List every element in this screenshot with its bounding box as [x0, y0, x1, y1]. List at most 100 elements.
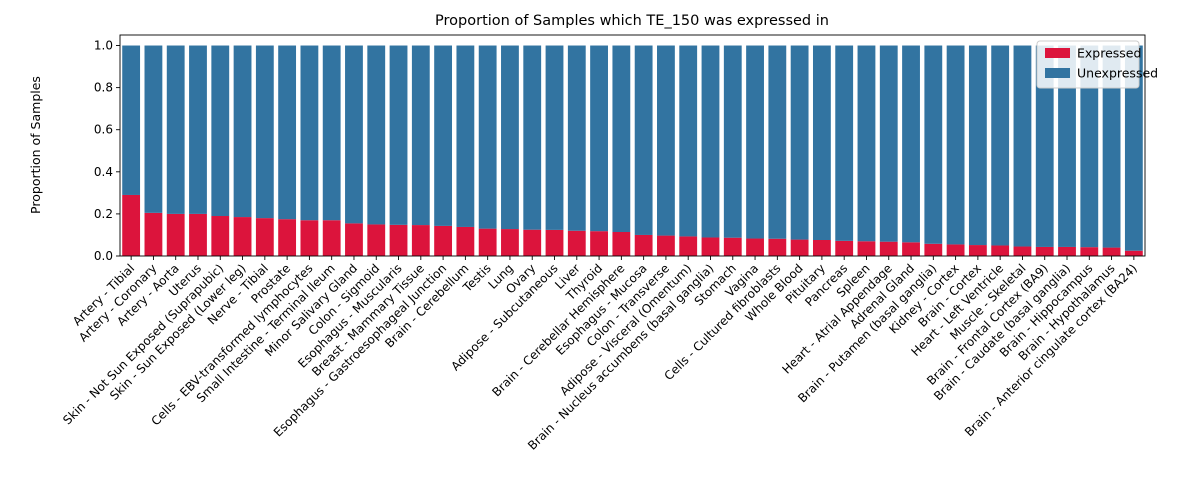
- bar-expressed-14: [434, 225, 453, 256]
- y-axis-label: Proportion of Samples: [28, 76, 43, 214]
- bar-expressed-41: [1035, 246, 1054, 256]
- bar-unexpressed-6: [255, 45, 274, 219]
- bar-expressed-32: [835, 240, 854, 256]
- bar-unexpressed-40: [1013, 45, 1032, 247]
- bar-unexpressed-18: [523, 45, 542, 230]
- bar-expressed-15: [456, 226, 475, 256]
- bar-expressed-12: [389, 224, 408, 256]
- bar-expressed-25: [679, 236, 698, 256]
- bar-unexpressed-10: [345, 45, 363, 224]
- bar-expressed-36: [924, 243, 943, 256]
- bar-unexpressed-37: [946, 45, 965, 245]
- bar-expressed-30: [790, 239, 809, 256]
- bar-expressed-29: [768, 238, 787, 256]
- bar-expressed-34: [879, 241, 898, 256]
- bar-unexpressed-13: [411, 45, 430, 226]
- bar-unexpressed-41: [1035, 45, 1054, 247]
- legend-label-expressed: Expressed: [1077, 46, 1141, 61]
- bar-unexpressed-27: [723, 45, 742, 238]
- bar-expressed-23: [634, 234, 653, 256]
- y-tick-label: 0.2: [94, 207, 113, 221]
- bar-expressed-42: [1058, 246, 1076, 256]
- bar-expressed-11: [367, 224, 386, 256]
- y-tick-label: 0.8: [94, 81, 113, 95]
- bar-unexpressed-26: [701, 45, 720, 238]
- bar-expressed-22: [612, 232, 631, 256]
- bar-expressed-10: [345, 223, 363, 256]
- bar-expressed-39: [991, 245, 1010, 256]
- y-axis: 0.0 0.2 0.4 0.6 0.8 1.0: [94, 39, 120, 263]
- bar-unexpressed-20: [567, 45, 586, 231]
- bar-unexpressed-29: [768, 45, 787, 239]
- bar-unexpressed-33: [857, 45, 876, 242]
- bar-unexpressed-30: [790, 45, 809, 240]
- bar-unexpressed-25: [679, 45, 698, 237]
- bar-unexpressed-38: [968, 45, 987, 246]
- bar-expressed-24: [657, 235, 675, 256]
- bar-expressed-0: [122, 194, 141, 256]
- bar-unexpressed-17: [501, 45, 519, 230]
- bar-unexpressed-35: [902, 45, 920, 243]
- bar-expressed-33: [857, 241, 876, 256]
- y-tick-label: 0.0: [94, 249, 113, 263]
- bar-unexpressed-7: [278, 45, 297, 220]
- bar-unexpressed-31: [812, 45, 831, 241]
- bar-expressed-31: [812, 240, 831, 256]
- bar-unexpressed-28: [746, 45, 764, 239]
- legend-swatch-unexpressed: [1045, 68, 1070, 78]
- legend: Expressed Unexpressed: [1036, 40, 1158, 89]
- bar-unexpressed-9: [322, 45, 341, 221]
- bar-expressed-45: [1124, 250, 1143, 256]
- plot-frame: [119, 34, 1146, 257]
- legend-label-unexpressed: Unexpressed: [1077, 66, 1158, 81]
- bar-expressed-26: [701, 237, 720, 256]
- bar-expressed-4: [211, 216, 230, 256]
- bar-unexpressed-22: [612, 45, 631, 233]
- bar-expressed-13: [411, 225, 430, 256]
- bar-unexpressed-4: [211, 45, 230, 217]
- bar-unexpressed-34: [879, 45, 898, 242]
- bar-expressed-21: [590, 231, 608, 256]
- bar-expressed-38: [968, 245, 987, 256]
- bar-expressed-16: [478, 228, 497, 256]
- bar-expressed-1: [144, 212, 163, 256]
- bar-unexpressed-14: [434, 45, 453, 226]
- bar-expressed-20: [567, 230, 586, 256]
- bar-expressed-43: [1080, 247, 1099, 256]
- bar-expressed-44: [1102, 247, 1121, 256]
- bar-expressed-19: [545, 229, 564, 256]
- bar-unexpressed-23: [634, 45, 653, 235]
- bar-expressed-5: [233, 217, 252, 256]
- bar-unexpressed-36: [924, 45, 943, 244]
- bar-unexpressed-44: [1102, 45, 1121, 248]
- y-tick-label: 1.0: [94, 39, 113, 53]
- bar-unexpressed-16: [478, 45, 497, 229]
- bar-unexpressed-11: [367, 45, 386, 225]
- bar-unexpressed-43: [1080, 45, 1099, 248]
- bar-unexpressed-39: [991, 45, 1010, 246]
- bar-unexpressed-2: [166, 45, 185, 214]
- bar-unexpressed-12: [389, 45, 408, 225]
- bar-expressed-35: [902, 242, 920, 256]
- bar-unexpressed-0: [122, 45, 141, 195]
- bar-expressed-7: [278, 219, 297, 256]
- legend-swatch-expressed: [1045, 48, 1070, 58]
- bars-group: [122, 45, 1143, 256]
- bar-expressed-6: [255, 218, 274, 256]
- bar-expressed-28: [746, 238, 764, 256]
- bar-unexpressed-15: [456, 45, 475, 227]
- bar-unexpressed-45: [1124, 45, 1143, 251]
- bar-unexpressed-42: [1058, 45, 1076, 247]
- bar-unexpressed-8: [300, 45, 319, 221]
- bar-unexpressed-19: [545, 45, 564, 230]
- bar-expressed-40: [1013, 246, 1032, 256]
- bar-expressed-3: [189, 213, 207, 256]
- bar-expressed-17: [501, 229, 519, 256]
- bar-unexpressed-1: [144, 45, 163, 213]
- bar-expressed-18: [523, 229, 542, 256]
- y-tick-label: 0.4: [94, 165, 113, 179]
- bar-unexpressed-21: [590, 45, 608, 232]
- bar-expressed-37: [946, 244, 965, 256]
